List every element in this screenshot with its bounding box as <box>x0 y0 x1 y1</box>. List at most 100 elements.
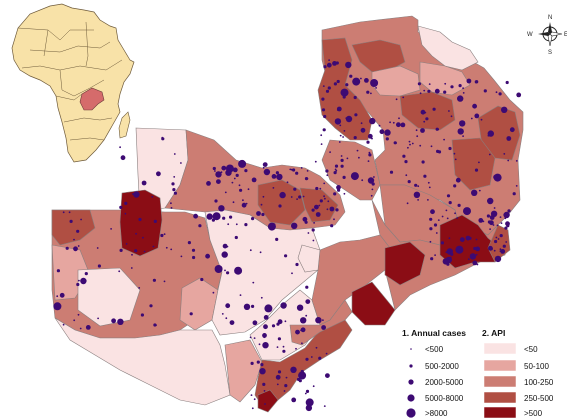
case-dot <box>289 168 292 171</box>
case-dot <box>494 239 498 244</box>
case-dot <box>284 384 288 388</box>
case-dot <box>467 258 470 261</box>
legend-api-swatch <box>483 375 517 388</box>
case-dot <box>56 295 59 298</box>
case-dot <box>323 182 326 185</box>
case-dot <box>304 392 307 395</box>
case-dot <box>457 128 464 135</box>
case-dot <box>463 207 471 216</box>
case-dot <box>276 383 279 386</box>
case-dot <box>328 59 330 61</box>
case-dot <box>499 234 503 238</box>
legend-api-label: 100-250 <box>524 378 554 387</box>
case-dot <box>345 115 353 123</box>
case-dot <box>470 117 473 120</box>
case-dot <box>483 89 487 93</box>
case-dot <box>314 160 317 163</box>
zambia-highlight <box>79 87 105 111</box>
case-dot <box>458 84 462 88</box>
case-dot <box>80 277 87 285</box>
case-dot <box>420 128 425 133</box>
case-dot <box>349 74 353 78</box>
case-dot <box>405 174 408 177</box>
case-dot <box>221 165 227 171</box>
case-dot <box>311 228 315 232</box>
case-dot <box>346 157 349 160</box>
legend-case-dot <box>409 364 413 368</box>
district-polygon <box>54 317 231 406</box>
case-dot <box>221 251 228 258</box>
case-dot <box>226 271 230 275</box>
legend-api-title: 2. API <box>482 328 505 338</box>
case-dot <box>423 174 427 178</box>
district-polygon <box>417 25 479 71</box>
case-dot <box>515 160 518 162</box>
case-dot <box>327 86 331 90</box>
case-dot <box>441 215 444 218</box>
case-dot <box>143 250 146 253</box>
case-dot <box>124 212 127 215</box>
case-dot <box>428 83 431 85</box>
case-dot <box>212 291 215 294</box>
case-dot <box>318 358 321 360</box>
case-dot <box>332 61 337 66</box>
case-dot <box>242 199 244 202</box>
case-dot <box>165 246 168 249</box>
case-dot <box>140 313 144 317</box>
case-dot <box>342 95 346 99</box>
case-dot <box>395 98 398 101</box>
case-dot <box>235 223 238 226</box>
district-polygon <box>297 244 321 273</box>
district-polygon <box>351 39 406 73</box>
case-dot <box>400 122 406 128</box>
case-dot <box>263 168 271 176</box>
case-dot <box>425 117 429 121</box>
case-dot <box>423 120 426 123</box>
case-dot <box>275 374 281 380</box>
legend-api-label: <50 <box>524 345 538 354</box>
case-dot <box>502 244 506 248</box>
case-dot <box>261 212 265 217</box>
case-dot <box>76 282 80 287</box>
case-dot <box>305 389 310 393</box>
case-dot <box>62 323 65 326</box>
case-dot <box>501 106 508 114</box>
case-dot <box>368 153 372 157</box>
case-dot <box>56 269 61 273</box>
case-dot <box>360 77 362 80</box>
case-dot <box>124 201 128 205</box>
case-dot <box>312 385 315 388</box>
case-dot <box>250 361 254 365</box>
case-dot <box>247 188 250 191</box>
case-dot <box>263 324 268 330</box>
case-dot <box>97 317 99 320</box>
case-dot <box>333 82 337 86</box>
africa-outline <box>11 3 135 163</box>
case-dot <box>260 363 264 367</box>
case-dot <box>198 224 202 228</box>
case-dot <box>322 319 324 321</box>
case-dot <box>336 185 341 190</box>
case-dot <box>478 218 484 223</box>
legend-api-swatch <box>483 342 517 355</box>
case-dot <box>156 171 161 177</box>
case-dot <box>275 171 279 175</box>
case-dot <box>469 253 477 260</box>
case-dot <box>379 129 385 135</box>
case-dot <box>446 194 451 198</box>
district-polygon <box>351 281 396 326</box>
case-dot <box>336 79 340 84</box>
case-dot <box>173 191 177 195</box>
case-dot <box>298 379 302 383</box>
case-dot <box>435 127 439 131</box>
case-dot <box>319 187 322 190</box>
case-dot <box>333 192 337 196</box>
case-dot <box>191 248 196 252</box>
case-dot <box>447 250 451 255</box>
legend-case-label: <500 <box>425 345 444 354</box>
case-dot <box>234 235 238 240</box>
case-dot <box>389 170 394 174</box>
case-dot <box>493 207 496 209</box>
case-dot <box>272 223 276 227</box>
